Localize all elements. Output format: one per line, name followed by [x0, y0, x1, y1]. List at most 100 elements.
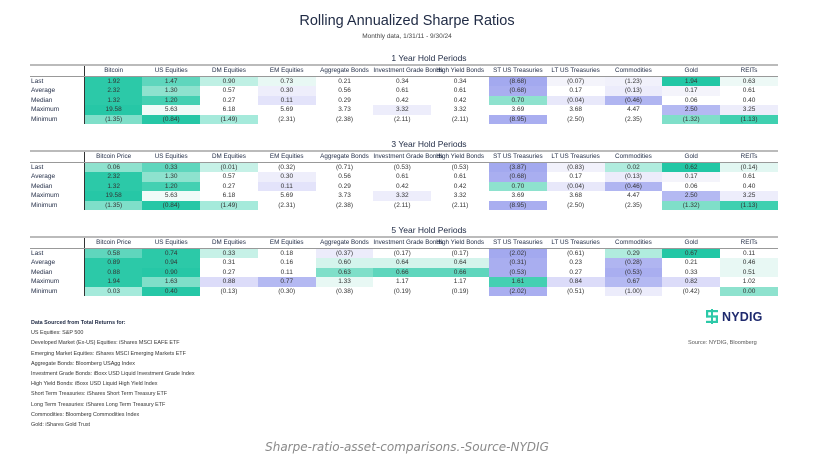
value-cell: (1.35) — [84, 200, 143, 211]
value-cell: 3.32 — [373, 191, 432, 201]
value-cell: 0.31 — [200, 258, 258, 268]
table-row: Minimum (1.35) (0.84) (1.49) (2.31) (2.38) (2.… — [30, 114, 778, 125]
value-cell: 0.29 — [315, 95, 374, 106]
column-header: US Equities — [142, 237, 201, 249]
table-row: Minimum (1.35) (0.84) (1.49) (2.31) (2.38) (2.… — [30, 200, 778, 211]
value-cell: 0.17 — [546, 172, 605, 182]
row-label: Median — [30, 181, 85, 192]
corner-cell — [30, 151, 85, 163]
chart-title: Rolling Annualized Sharpe Ratios — [299, 13, 515, 29]
value-cell: 0.77 — [257, 277, 316, 287]
column-header: Bitcoin Price — [84, 151, 143, 163]
value-cell: 0.00 — [720, 286, 778, 297]
value-cell: 0.02 — [604, 162, 663, 173]
header-row: Bitcoin Price US Equities DM Equities EM Eq… — [30, 151, 778, 163]
value-cell: 0.57 — [200, 86, 258, 96]
value-cell: 0.56 — [315, 86, 374, 96]
column-header: Aggregate Bonds — [315, 151, 374, 163]
value-cell: 0.42 — [373, 181, 432, 192]
column-header: Bitcoin Price — [84, 237, 143, 249]
value-cell: 0.61 — [720, 172, 778, 182]
value-cell: (2.35) — [604, 200, 663, 211]
value-cell: (2.38) — [315, 114, 374, 125]
value-cell: 0.34 — [431, 76, 489, 87]
table-row: Last 1.92 1.47 0.90 0.73 0.21 0.34 0.34 (8.68) (0… — [30, 76, 778, 87]
note-line: Long Term Treasuries: iShares Long Term … — [31, 401, 166, 408]
value-cell: 3.25 — [720, 191, 778, 201]
column-header: ST US Treasuries — [488, 65, 547, 77]
value-cell: 0.11 — [257, 267, 316, 278]
value-cell: 0.74 — [142, 248, 201, 259]
value-cell: (2.35) — [604, 114, 663, 125]
value-cell: (0.28) — [604, 258, 663, 268]
value-cell: (1.13) — [720, 114, 778, 125]
column-header: LT US Treasuries — [546, 237, 605, 249]
value-cell: 0.42 — [373, 95, 432, 106]
value-cell: 19.58 — [84, 105, 143, 115]
corner-cell — [30, 65, 85, 77]
value-cell: 4.47 — [604, 105, 663, 115]
value-cell: 0.03 — [84, 286, 143, 297]
value-cell: 1.33 — [315, 277, 374, 287]
value-cell: 0.40 — [720, 95, 778, 106]
value-cell: 0.33 — [142, 162, 201, 173]
value-cell: (0.84) — [142, 114, 201, 125]
value-cell: 0.58 — [84, 248, 143, 259]
value-cell: 0.62 — [662, 162, 721, 173]
value-cell: (0.19) — [373, 286, 432, 297]
value-cell: 2.50 — [662, 191, 721, 201]
value-cell: (1.49) — [200, 114, 258, 125]
column-header: High Yield Bonds — [431, 65, 489, 77]
value-cell: (0.46) — [604, 95, 663, 106]
value-cell: 3.68 — [546, 105, 605, 115]
value-cell: 0.57 — [200, 172, 258, 182]
table-row: Maximum 19.58 5.63 6.18 5.69 3.73 3.32 3.32 3.69… — [30, 191, 778, 201]
value-cell: 0.66 — [431, 267, 489, 278]
value-cell: (0.84) — [142, 200, 201, 211]
value-cell: (0.68) — [488, 172, 547, 182]
value-cell: 0.82 — [662, 277, 721, 287]
value-cell: 1.61 — [488, 277, 547, 287]
row-label: Median — [30, 95, 85, 106]
value-cell: (1.13) — [720, 200, 778, 211]
note-line: US Equities: S&P 500 — [31, 330, 84, 337]
value-cell: 1.30 — [142, 86, 201, 96]
value-cell: 0.34 — [373, 76, 432, 87]
note-line: Gold: iShares Gold Trust — [31, 422, 91, 429]
row-label: Median — [30, 267, 85, 278]
value-cell: 0.29 — [604, 248, 663, 259]
table-row: Last 0.58 0.74 0.33 0.18 (0.37) (0.17) (0.17) (2… — [30, 248, 778, 259]
column-header: Bitcoin — [84, 65, 143, 77]
value-cell: 1.17 — [431, 277, 489, 287]
value-cell: 0.30 — [257, 86, 316, 96]
column-header: US Equities — [142, 65, 201, 77]
value-cell: (8.95) — [488, 200, 547, 211]
column-header: EM Equities — [257, 151, 316, 163]
table-row: Median 1.32 1.20 0.27 0.11 0.29 0.42 0.42 0.70 (0… — [30, 95, 778, 106]
value-cell: 0.51 — [720, 267, 778, 278]
table-row: Last 0.06 0.33 (0.01) (0.32) (0.71) (0.53) (0.5… — [30, 162, 778, 173]
column-header: Aggregate Bonds — [315, 237, 374, 249]
column-header: Gold — [662, 151, 721, 163]
column-header: REITs — [720, 237, 778, 249]
row-label: Maximum — [30, 191, 85, 201]
value-cell: 1.92 — [84, 76, 143, 87]
value-cell: 0.61 — [431, 172, 489, 182]
value-cell: (2.31) — [257, 200, 316, 211]
value-cell: 0.17 — [546, 86, 605, 96]
value-cell: 0.11 — [257, 95, 316, 106]
value-cell: (0.68) — [488, 86, 547, 96]
data-sources-notes: Data Sourced from Total Returns for: US … — [31, 318, 195, 430]
value-cell: (0.46) — [604, 181, 663, 192]
value-cell: (0.51) — [546, 286, 605, 297]
value-cell: 1.17 — [373, 277, 432, 287]
column-header: Gold — [662, 65, 721, 77]
value-cell: (1.35) — [84, 114, 143, 125]
row-label: Average — [30, 86, 85, 96]
value-cell: 0.73 — [257, 76, 316, 87]
value-cell: (1.23) — [604, 76, 663, 87]
value-cell: 0.61 — [720, 86, 778, 96]
value-cell: (1.00) — [604, 286, 663, 297]
table-3-year: 3 Year Hold Periods Bitcoin Price US Equit… — [30, 139, 778, 211]
value-cell: (0.07) — [546, 76, 605, 87]
